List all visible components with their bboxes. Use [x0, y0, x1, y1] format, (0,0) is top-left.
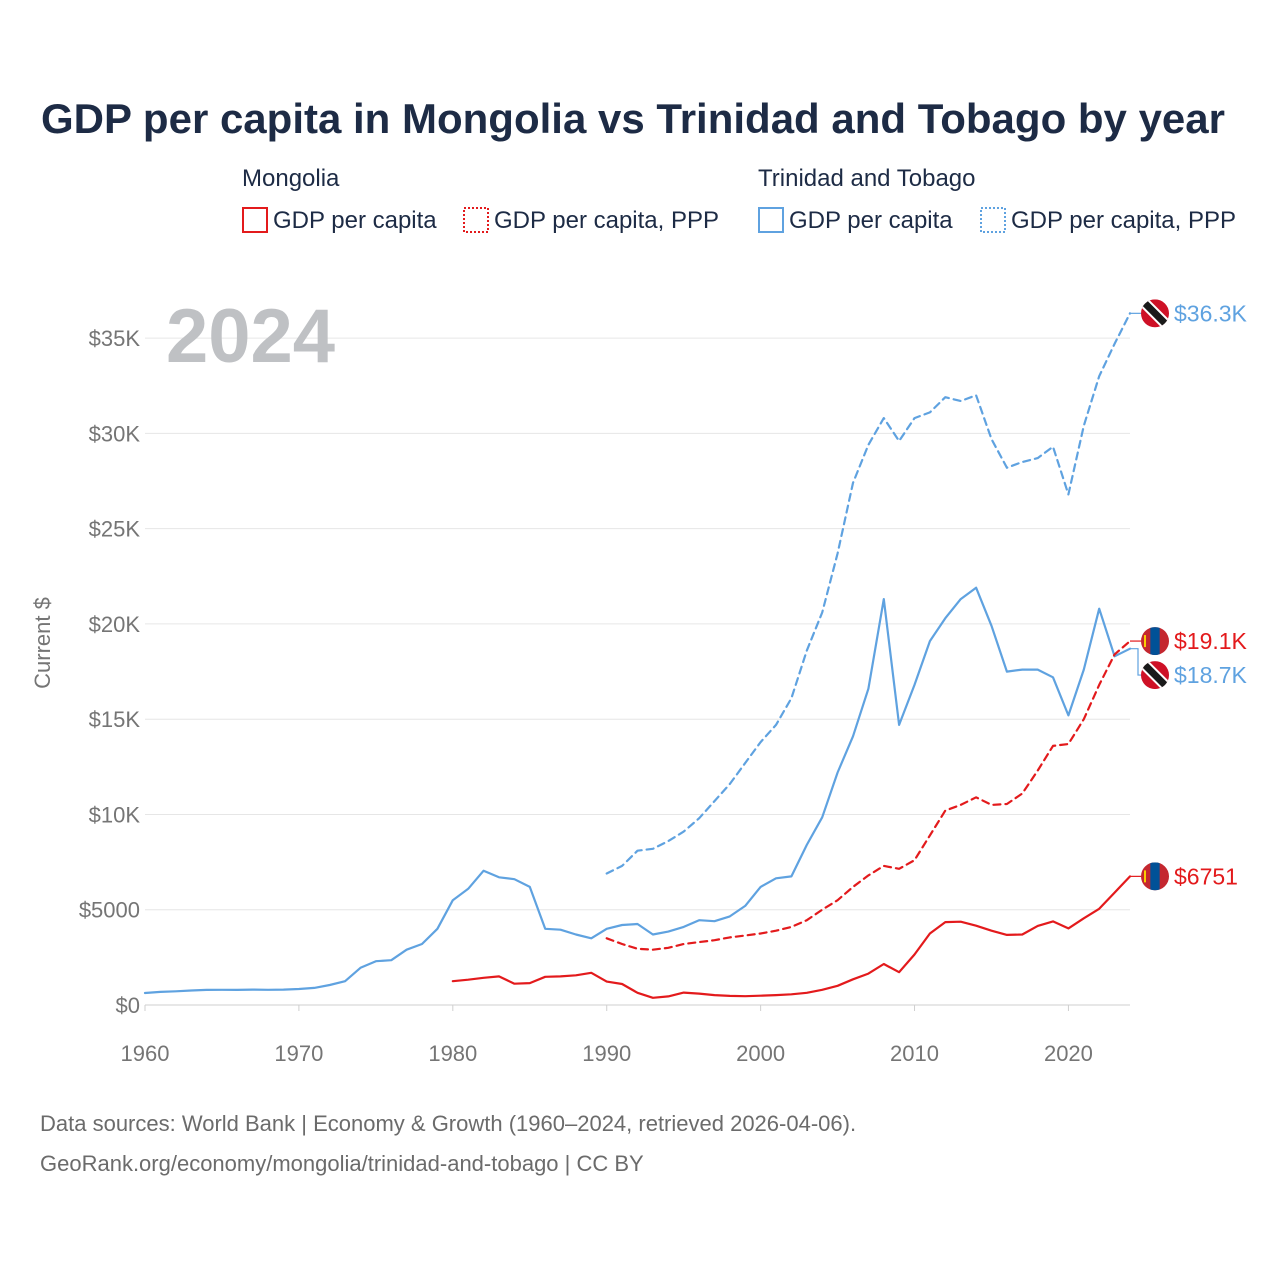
legend-label-mongolia-gdp[interactable]: GDP per capita — [273, 207, 437, 234]
y-axis-label: Current $ — [30, 597, 55, 689]
x-tick-label: 1970 — [274, 1041, 323, 1066]
end-label: $18.7K — [1174, 662, 1248, 688]
x-tick-label: 2000 — [736, 1041, 785, 1066]
grid — [145, 337, 1130, 1006]
trinidad-flag-icon — [1141, 661, 1169, 690]
end-label: $19.1K — [1174, 628, 1248, 654]
mongolia-flag-icon — [1141, 627, 1169, 656]
legend-group-trinidad: Trinidad and Tobago — [758, 165, 976, 192]
end-label: $36.3K — [1174, 300, 1248, 326]
x-tick-label: 2020 — [1044, 1041, 1093, 1066]
x-tick-label: 1990 — [582, 1041, 631, 1066]
legend-swatch-mongolia-gdp[interactable] — [242, 207, 268, 233]
y-tick-label: $15K — [89, 707, 141, 732]
series-line-trinidad-ppp[interactable] — [605, 312, 1132, 875]
x-tick-label: 1980 — [428, 1041, 477, 1066]
y-tick-label: $30K — [89, 421, 141, 446]
end-marker-trinidad-gdp: $18.7K — [1130, 648, 1248, 690]
x-tick-label: 1960 — [121, 1041, 170, 1066]
legend-label-trinidad-ppp[interactable]: GDP per capita, PPP — [1011, 207, 1236, 234]
end-marker-mongolia-gdp: $6751 — [1130, 862, 1238, 891]
year-badge: 2024 — [166, 294, 335, 379]
y-tick-label: $20K — [89, 612, 141, 637]
end-marker-mongolia-ppp: $19.1K — [1130, 627, 1248, 656]
legend-swatch-trinidad-ppp[interactable] — [980, 207, 1006, 233]
series-line-mongolia-ppp[interactable] — [605, 640, 1132, 951]
y-tick-label: $35K — [89, 326, 141, 351]
end-label: $6751 — [1174, 863, 1238, 889]
x-tick-label: 2010 — [890, 1041, 939, 1066]
x-ticks: 1960 1970 1980 1990 2000 2010 2020 — [121, 1005, 1093, 1066]
legend-swatch-trinidad-gdp[interactable] — [758, 207, 784, 233]
y-tick-label: $10K — [89, 802, 141, 827]
legend-label-trinidad-gdp[interactable]: GDP per capita — [789, 207, 953, 234]
y-tick-label: $25K — [89, 517, 141, 542]
series-lines — [143, 312, 1132, 999]
trinidad-flag-icon — [1141, 299, 1169, 328]
series-line-mongolia-gdp[interactable] — [451, 875, 1132, 999]
legend: Mongolia GDP per capita GDP per capita, … — [242, 165, 1236, 234]
y-ticks: $0 $5000 $10K $15K $20K $25K $30K $35K — [79, 326, 141, 1018]
mongolia-flag-icon — [1141, 862, 1169, 891]
legend-group-mongolia: Mongolia — [242, 165, 340, 192]
y-tick-label: $5000 — [79, 898, 140, 923]
source-line-2: GeoRank.org/economy/mongolia/trinidad-an… — [40, 1151, 644, 1176]
end-markers: $36.3K $19.1K $18.7K $6751 — [1130, 299, 1248, 891]
y-tick-label: $0 — [116, 993, 140, 1018]
series-line-trinidad-gdp[interactable] — [143, 586, 1132, 995]
end-marker-trinidad-ppp: $36.3K — [1130, 299, 1248, 328]
source-line-1: Data sources: World Bank | Economy & Gro… — [40, 1111, 856, 1136]
chart-title: GDP per capita in Mongolia vs Trinidad a… — [41, 95, 1225, 142]
legend-label-mongolia-ppp[interactable]: GDP per capita, PPP — [494, 207, 719, 234]
legend-swatch-mongolia-ppp[interactable] — [463, 207, 489, 233]
